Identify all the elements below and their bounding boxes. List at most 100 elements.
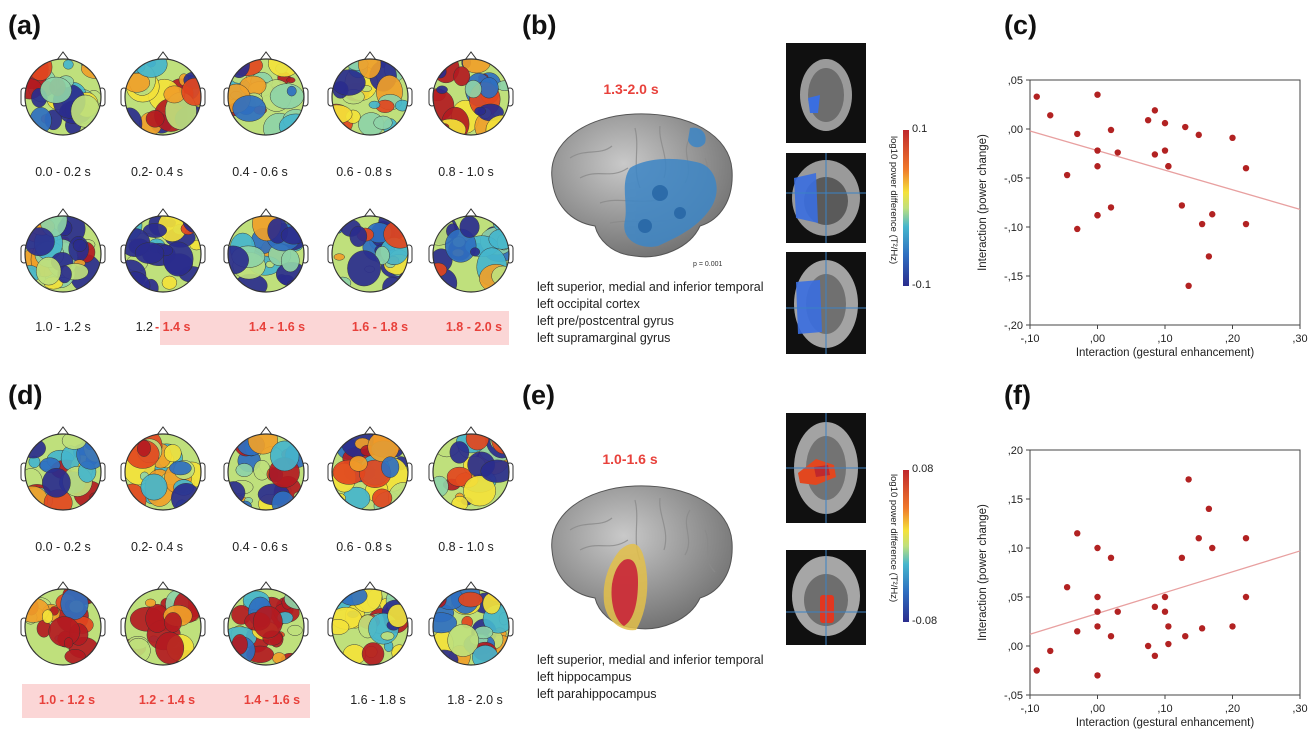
scatter-point: [1242, 535, 1250, 542]
panel-d-label: 1.8 - 2.0 s: [447, 693, 503, 707]
scatter-point: [1033, 667, 1040, 674]
topoplot-head: [223, 51, 309, 136]
scatter-point: [1144, 642, 1152, 650]
region-item: left superior, medial and inferior tempo…: [537, 280, 764, 294]
topoplot-head: [20, 51, 106, 136]
panel-a-label: 1.2: [135, 320, 153, 334]
panel-a-label: 1.0 - 1.2 s: [35, 320, 91, 334]
colorbar-b-max: 0.1: [912, 123, 928, 135]
topoplot-head: [223, 208, 309, 293]
region-item: left superior, medial and inferior tempo…: [537, 653, 764, 667]
scatter-point: [1165, 623, 1172, 630]
y-tick-label: ,05: [1008, 75, 1023, 87]
scatter-point: [1151, 151, 1159, 158]
panel-d-label: 1.6 - 1.8 s: [350, 693, 406, 707]
scatter-point: [1209, 544, 1216, 552]
panel-letter-f: (f): [1004, 380, 1031, 410]
topoplot-head: [327, 51, 413, 136]
x-tick-label: ,30: [1292, 333, 1307, 345]
mri-slice-e-1: [786, 413, 866, 523]
panel-d-label: 0.6 - 0.8 s: [336, 540, 392, 554]
x-tick-label: ,00: [1090, 333, 1105, 345]
highlight-band-a: [160, 311, 509, 345]
scatter-point: [1094, 608, 1101, 615]
colorbar-b-min: -0.1: [912, 279, 931, 291]
scatter-point: [1185, 476, 1192, 483]
scatter-point: [1063, 584, 1071, 591]
scatter-point: [1094, 212, 1101, 219]
scatter-point: [1195, 131, 1202, 139]
panel-letter-c: (c): [1004, 10, 1037, 40]
region-item: left parahippocampus: [537, 687, 657, 701]
scatter-point: [1094, 147, 1101, 154]
colorbar-e-min: -0.08: [912, 615, 938, 627]
plot-frame: [1029, 449, 1301, 696]
panel-letter-b: (b): [522, 10, 557, 40]
scatter-point: [1178, 202, 1186, 209]
topoplot-head: [20, 208, 106, 293]
scatter-point: [1182, 633, 1189, 640]
region-item: left supramarginal gyrus: [537, 331, 671, 345]
y-tick-label: ,00: [1008, 124, 1023, 136]
scatter-point: [1094, 593, 1101, 601]
scatter-point: [1242, 165, 1250, 172]
y-tick-label: -,10: [1004, 222, 1023, 234]
panel-e-period: 1.0-1.6 s: [602, 451, 658, 467]
highlight-band-d: [22, 684, 310, 718]
topoplot-head: [428, 208, 514, 293]
scatter-point: [1229, 134, 1236, 142]
panel-d-label-highlighted: 1.4 - 1.6 s: [243, 693, 301, 707]
x-tick-label: ,30: [1292, 703, 1307, 715]
scatter-point: [1242, 220, 1250, 228]
panel-a-label-highlighted: 1.4 - 1.6 s: [248, 320, 306, 334]
colorbar-b-title: log10 power difference (T²/Hz): [888, 136, 899, 265]
topoplot-head: [327, 208, 413, 293]
scatter-point: [1182, 123, 1189, 131]
scatter-point: [1114, 149, 1121, 156]
panel-b-period: 1.3-2.0 s: [603, 81, 659, 97]
scatter-point: [1107, 633, 1115, 640]
scatter-point: [1074, 530, 1081, 537]
brain-surface-e: [551, 485, 733, 631]
panel-a-label-highlighted: - 1.4 s: [155, 320, 191, 334]
mri-slice-e-2: [786, 550, 866, 645]
topoplot-head: [428, 581, 514, 666]
x-tick-label: ,00: [1090, 703, 1105, 715]
panel-a-label: 0.4 - 0.6 s: [232, 165, 288, 179]
fit-line: [1029, 550, 1301, 635]
scatter-point: [1205, 253, 1213, 260]
scatter-point: [1151, 652, 1159, 659]
y-tick-label: ,00: [1008, 641, 1023, 653]
scatter-chart-f: ,20 ,15 ,10 ,05 ,00 -,05-,10 ,00 ,10 ,20 ,30 Inter…: [977, 445, 1308, 729]
y-axis-label: Interaction (power change): [977, 134, 989, 271]
colorbar-e: [903, 470, 909, 622]
brain-surface-b: [551, 113, 733, 258]
scatter-point: [1205, 505, 1213, 512]
y-tick-label: -,05: [1004, 173, 1023, 185]
fit-line: [1029, 130, 1301, 210]
scatter-point: [1161, 119, 1169, 127]
x-tick-label: ,10: [1157, 333, 1172, 345]
scatter-point: [1074, 225, 1081, 233]
scatter-chart-c: ,05,00-,05-,10-,15-,20-,10,00,10,20,30In…: [977, 75, 1308, 359]
panel-a-label-highlighted: 1.6 - 1.8 s: [351, 320, 409, 334]
y-tick-label: -,20: [1004, 320, 1023, 332]
scatter-point: [1063, 171, 1071, 179]
panel-d-label-highlighted: 1.0 - 1.2 s: [38, 693, 96, 707]
scatter-point: [1165, 163, 1172, 170]
topoplot-head: [327, 426, 413, 511]
scatter-point: [1107, 204, 1115, 211]
panel-letter-d: (d): [8, 380, 43, 410]
scatter-point: [1242, 593, 1250, 601]
x-tick-label: ,20: [1225, 333, 1240, 345]
scatter-point: [1198, 625, 1206, 632]
topoplot-head: [327, 581, 413, 666]
topoplot-head: [428, 426, 514, 511]
panel-a-label: 0.8 - 1.0 s: [438, 165, 494, 179]
panel-letter-a: (a): [8, 10, 41, 40]
scatter-point: [1094, 163, 1101, 170]
scatter-point: [1094, 91, 1101, 98]
y-tick-label: ,10: [1008, 543, 1023, 555]
scatter-point: [1161, 593, 1169, 601]
x-axis-label: Interaction (gestural enhancement): [1076, 717, 1255, 729]
